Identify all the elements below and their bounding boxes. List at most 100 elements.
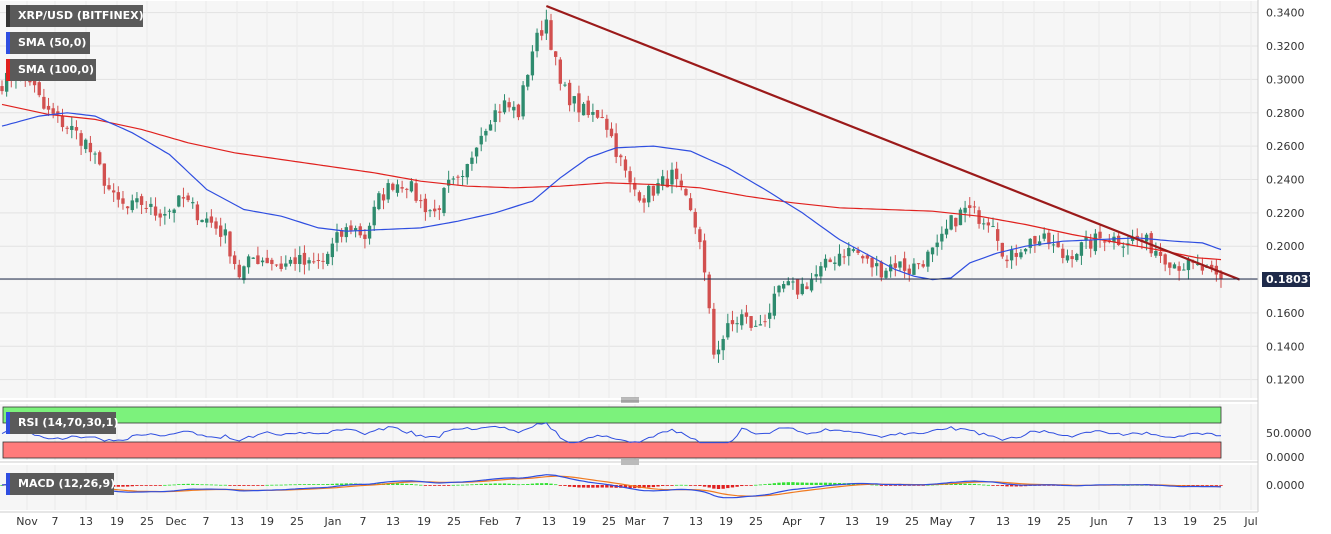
candle-body	[330, 243, 335, 258]
macd-histogram-bar	[307, 484, 311, 485]
macd-histogram-bar	[898, 485, 902, 486]
legend-main[interactable]: XRP/USD (BITFINEX)	[6, 5, 144, 27]
candle-body	[879, 261, 884, 278]
x-tick-label: Feb	[479, 515, 498, 528]
macd-histogram-bar	[814, 482, 818, 485]
candle-body	[181, 197, 186, 199]
macd-histogram-bar	[535, 483, 539, 485]
candle-body	[828, 259, 832, 263]
macd-histogram-bar	[265, 484, 269, 486]
candle-body	[4, 72, 9, 92]
macd-histogram-bar	[977, 484, 981, 486]
macd-histogram-bar	[600, 485, 604, 488]
legend-macd[interactable]: MACD (12,26,9)	[6, 473, 116, 495]
candle-body	[823, 258, 828, 268]
candle-body	[302, 252, 307, 265]
macd-histogram-bar	[428, 485, 432, 486]
candle-body	[600, 116, 604, 118]
macd-histogram-bar	[158, 485, 162, 486]
macd-histogram-bar	[995, 485, 1000, 486]
macd-histogram-bar	[651, 485, 656, 488]
candle-body	[833, 262, 837, 264]
candle-body	[837, 253, 842, 266]
candle-body	[270, 259, 274, 265]
macd-histogram-bar	[521, 484, 525, 485]
candle-body	[870, 257, 874, 268]
candle-body	[65, 127, 69, 129]
candle-body	[1056, 241, 1060, 248]
x-tick-label: 25	[1213, 515, 1227, 528]
candle-body	[125, 206, 130, 209]
legend-sma100-swatch	[6, 59, 10, 81]
candle-body	[460, 176, 465, 178]
macd-histogram-bar	[902, 485, 907, 486]
x-tick-label: 7	[663, 515, 670, 528]
candle-body	[498, 111, 502, 113]
candle-body	[107, 185, 111, 190]
trendline	[545, 4, 1241, 281]
candle-body	[274, 264, 279, 266]
macd-histogram-bar	[744, 485, 749, 486]
candle-body	[1051, 244, 1056, 246]
candle-body	[902, 258, 907, 271]
legend-sma100[interactable]: SMA (100,0)	[6, 59, 96, 81]
candle-body	[1168, 262, 1172, 268]
candle-body	[1182, 269, 1186, 271]
candle-body	[875, 263, 879, 267]
macd-histogram-bar	[726, 485, 730, 489]
candle-body	[665, 178, 670, 188]
candle-body	[451, 178, 455, 180]
candle-body	[572, 96, 576, 104]
macd-histogram-bar	[516, 484, 521, 486]
candle-body	[688, 198, 693, 211]
candle-body	[730, 320, 735, 325]
candle-body	[0, 86, 4, 92]
candle-body	[986, 222, 991, 226]
main-plot-bg	[0, 1, 1258, 398]
candle-body	[242, 266, 246, 281]
candle-body	[251, 257, 255, 259]
macd-histogram-bar	[474, 484, 479, 485]
candle-body	[419, 200, 423, 202]
macd-histogram-bar	[642, 485, 646, 488]
candle-body	[349, 225, 353, 231]
macd-histogram-bar	[684, 484, 688, 486]
candle-body	[809, 279, 814, 291]
candle-body	[1210, 264, 1214, 269]
macd-histogram-bar	[819, 482, 823, 485]
macd-histogram-bar	[698, 485, 702, 486]
y-tick-label: 0.2000	[1266, 240, 1305, 253]
candle-body	[619, 155, 623, 158]
candle-body	[163, 213, 167, 216]
candle-body	[921, 264, 925, 267]
legend-macd-swatch	[6, 473, 10, 495]
candle-body	[1196, 264, 1200, 266]
candle-body	[153, 206, 158, 216]
rsi-overbought-band	[2, 406, 1222, 424]
candle-body	[423, 198, 428, 213]
candle-body	[437, 208, 442, 210]
candle-body	[116, 192, 120, 200]
macd-histogram-bar	[740, 485, 744, 487]
macd-histogram-bar	[409, 483, 414, 485]
x-tick-label: 13	[845, 515, 859, 528]
candle-body	[1079, 242, 1084, 256]
macd-histogram-bar	[288, 484, 293, 486]
candle-body	[674, 168, 679, 180]
legend-macd-label: MACD (12,26,9)	[18, 477, 116, 490]
candle-body	[1149, 233, 1153, 254]
candle-body	[88, 142, 93, 153]
x-tick-label: Dec	[165, 515, 186, 528]
candle-body	[898, 261, 902, 268]
macd-histogram-bar	[707, 485, 711, 488]
candle-body	[1042, 233, 1046, 239]
macd-histogram-bar	[870, 484, 874, 486]
candle-body	[800, 283, 804, 295]
macd-histogram-bar	[926, 484, 930, 486]
legend-rsi[interactable]: RSI (14,70,30,1)	[6, 412, 118, 434]
x-tick-label: 25	[290, 515, 304, 528]
candle-body	[409, 181, 414, 192]
legend-sma50[interactable]: SMA (50,0)	[6, 32, 90, 54]
macd-histogram-bar	[172, 484, 176, 486]
